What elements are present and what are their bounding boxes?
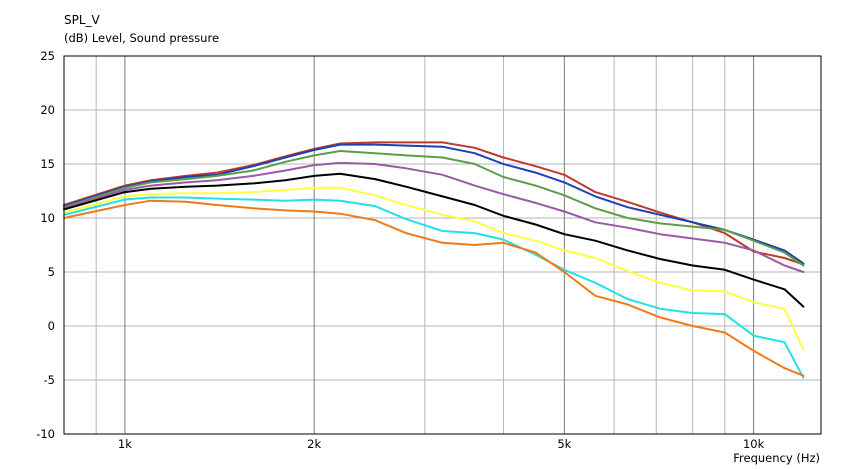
y-tick-label: 20 [40, 103, 55, 117]
series-line-4 [63, 161, 805, 273]
series-line-5 [63, 172, 805, 308]
y-tick-labels: 25 20 15 10 5 0 -5 -10 [36, 49, 55, 441]
x-tick-label: 5k [557, 437, 571, 451]
y-axis-label: (dB) Level, Sound pressure [64, 31, 219, 45]
series-line-7 [63, 196, 805, 379]
x-axis-label: Frequency (Hz) [733, 451, 820, 465]
y-tick-label: 5 [48, 265, 55, 279]
y-tick-label: 0 [48, 319, 55, 333]
grid [64, 55, 821, 435]
y-tick-label: -10 [36, 427, 55, 441]
series-line-3 [63, 150, 805, 267]
y-tick-label: -5 [44, 373, 55, 387]
x-tick-label: 1k [118, 437, 132, 451]
y-tick-label: 25 [40, 49, 55, 63]
series-line-6 [63, 186, 805, 351]
y-tick-label: 15 [40, 157, 55, 171]
x-tick-labels: 1k 2k 5k 10k [118, 437, 765, 451]
x-tick-label: 10k [743, 437, 765, 451]
y-tick-label: 10 [40, 211, 55, 225]
series-group [63, 141, 805, 379]
plot-frame [63, 55, 822, 435]
chart-title: SPL_V [64, 13, 101, 27]
x-tick-label: 2k [307, 437, 321, 451]
series-line-8 [63, 199, 805, 377]
series-line-2 [63, 143, 805, 265]
